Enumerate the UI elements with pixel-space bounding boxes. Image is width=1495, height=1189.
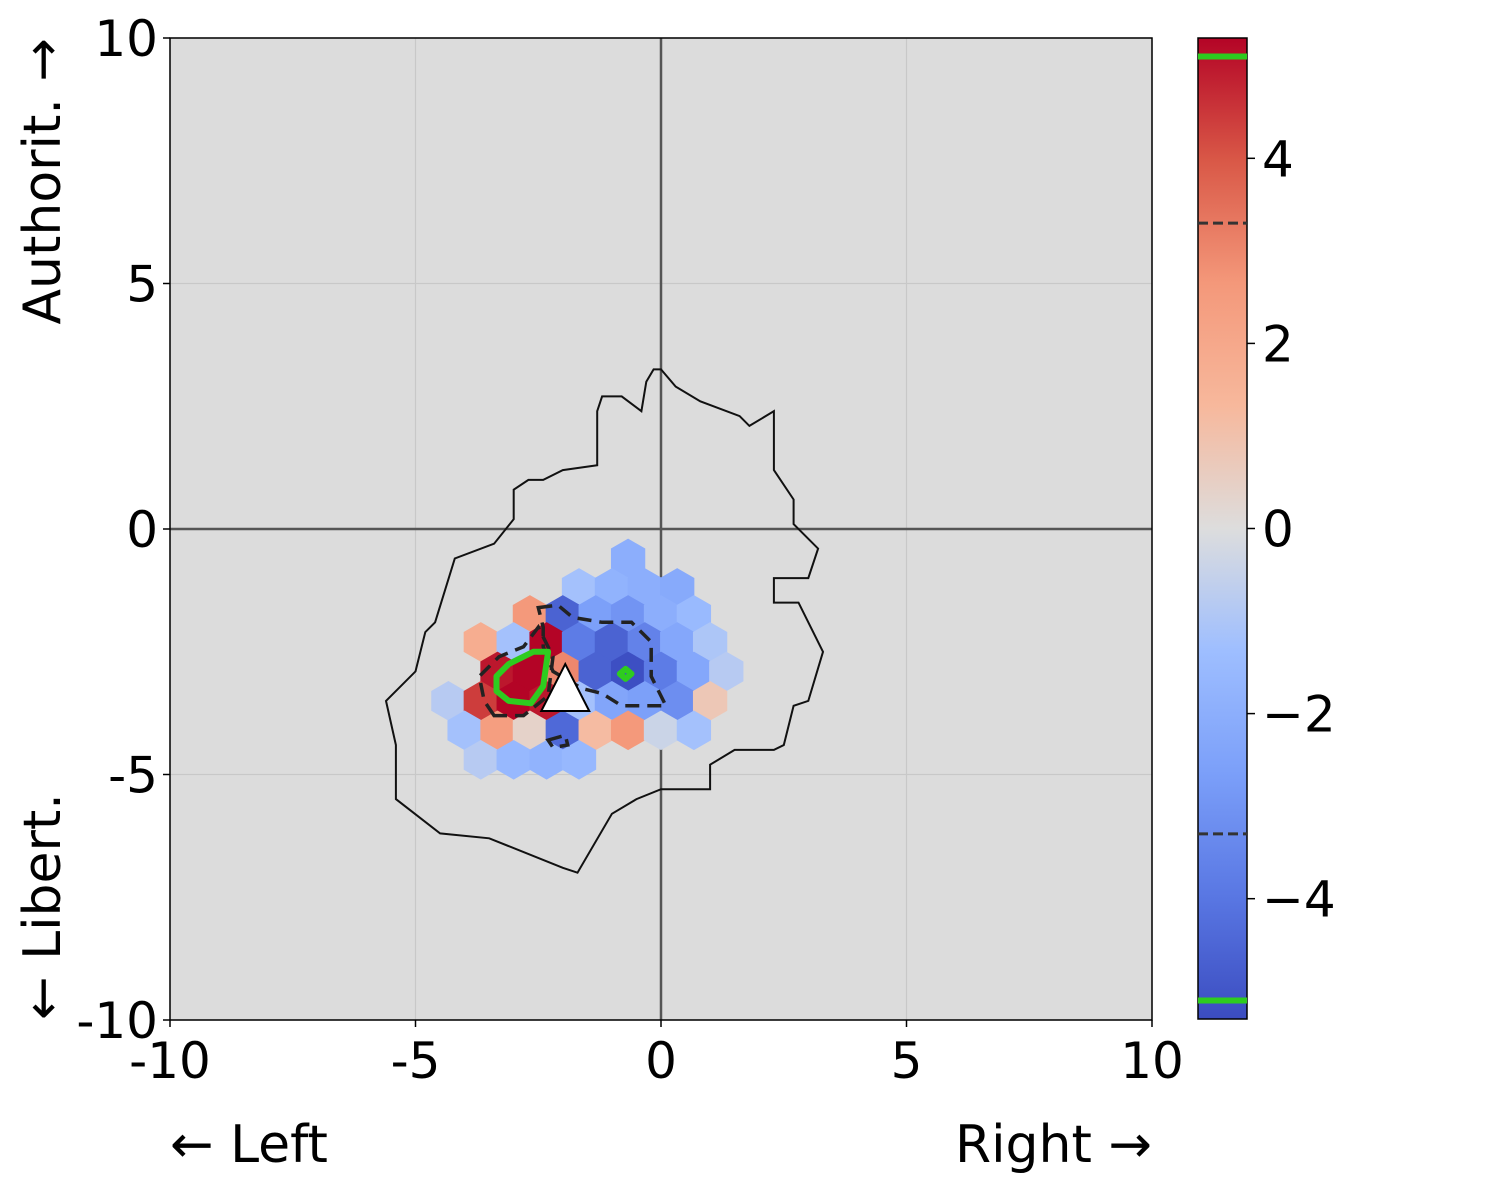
green-contour <box>493 648 552 707</box>
hexbin-cell <box>692 622 728 662</box>
x-tick-label: 5 <box>891 1032 923 1090</box>
x-tick-label: -5 <box>391 1032 441 1090</box>
x-tick-label: 10 <box>1120 1032 1184 1090</box>
hexbin-cell <box>660 568 695 608</box>
x-axis-label-left: ← Left <box>170 1115 328 1175</box>
hexbin-cell <box>480 710 515 751</box>
hexbin-cell <box>692 681 728 721</box>
hexbin-cell <box>529 739 564 780</box>
hexbin-cell <box>610 710 646 751</box>
hexbin-cell <box>578 710 613 751</box>
colorbar-tick-label: −2 <box>1262 686 1336 744</box>
dashed-contour <box>477 623 555 718</box>
zero-lines <box>170 38 1152 1020</box>
y-tick-label: -10 <box>76 992 158 1050</box>
hexbin-cell <box>627 622 662 662</box>
colorbar: −4 −2 0 2 4 <box>1197 37 1336 1020</box>
colorbar-gradient <box>1197 37 1248 1020</box>
hexbin-cell <box>676 710 712 751</box>
y-tick-label: 10 <box>94 10 158 68</box>
hexbin-cell <box>463 739 498 780</box>
dashed-contour <box>545 733 570 750</box>
hexbin-cell <box>627 568 662 608</box>
x-tick-label: 0 <box>645 1032 677 1090</box>
y-tick-label: 0 <box>126 501 158 559</box>
hexbin-cell <box>463 622 498 662</box>
hexbin-cell <box>512 651 548 692</box>
colorbar-ticks: −4 −2 0 2 4 <box>1247 130 1336 929</box>
marker-layer <box>539 661 591 713</box>
hexbin-cell <box>545 710 580 751</box>
colorbar-tick-label: 2 <box>1262 315 1294 373</box>
hexbin-cell <box>610 538 646 579</box>
x-tick-label: -10 <box>129 1032 211 1090</box>
hexbin-cell <box>545 595 580 635</box>
hexbin-cell <box>709 651 744 692</box>
hexbin-cell <box>561 622 597 662</box>
hexbin-cell <box>594 568 630 608</box>
hexbin-cell <box>643 710 679 751</box>
hexbin-cell <box>561 739 597 780</box>
hexbin-cell <box>578 651 613 692</box>
hexbin-cell <box>660 622 695 662</box>
hexbin-cell <box>660 681 695 721</box>
contour-layer <box>384 368 825 874</box>
y-axis-ticks: -10 -5 0 5 10 <box>76 10 170 1050</box>
hexbin-cell <box>561 568 597 608</box>
x-axis-ticks: -10 -5 0 5 10 <box>129 1020 1184 1090</box>
green-contour <box>616 665 635 682</box>
colorbar-tick-label: 4 <box>1262 130 1294 188</box>
hexbin-cell <box>627 681 662 721</box>
triangle-marker <box>539 661 591 713</box>
y-axis-label-top: Authorit. → <box>13 38 73 325</box>
hexbin-cell <box>496 739 531 780</box>
x-axis-label-right: Right → <box>955 1115 1152 1175</box>
hexbin-cell <box>578 595 613 635</box>
density-outline-contour <box>384 368 825 874</box>
hexbin-cell <box>676 595 712 635</box>
hexbin-cell <box>431 681 466 721</box>
hexbin-cell <box>610 595 646 635</box>
hexbin-cell <box>496 622 531 662</box>
hexbin-cell <box>676 651 712 692</box>
colorbar-level-lines <box>1198 53 1247 1004</box>
hexbin-cell <box>447 710 482 751</box>
colorbar-tick-label: 0 <box>1262 501 1294 559</box>
y-tick-label: -5 <box>108 747 158 805</box>
hexbin-cell <box>512 710 548 751</box>
colorbar-tick-label: −4 <box>1262 871 1336 929</box>
hexbin-cell <box>643 595 679 635</box>
y-axis-label-bottom: ← Libert. <box>13 793 73 1020</box>
hexbin-cell <box>594 622 630 662</box>
y-tick-label: 5 <box>126 256 158 314</box>
